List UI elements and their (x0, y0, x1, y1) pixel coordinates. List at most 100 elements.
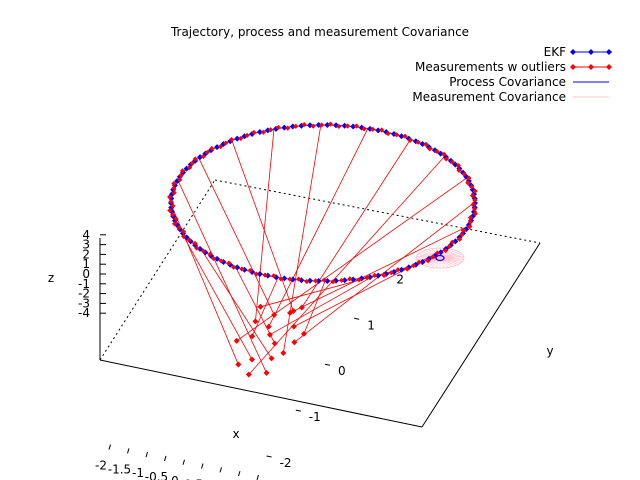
measurement-point (262, 272, 268, 278)
measurement-point (167, 194, 173, 200)
measurement-point (381, 272, 387, 279)
measurement-point (176, 225, 182, 231)
z-tick-label: -1 (78, 277, 90, 291)
outlier-point (233, 337, 240, 344)
outlier-point (235, 361, 242, 368)
measurement-point (192, 240, 198, 246)
process-covariance-ellipse (435, 254, 445, 262)
y-tick-label: 0 (338, 364, 346, 378)
measurement-point (461, 171, 467, 177)
measurement-point (209, 145, 215, 152)
process-covariance-outline (435, 254, 445, 262)
ekf-point (341, 122, 348, 129)
x-tick-mark (127, 448, 130, 454)
measurement-covariance-ray (439, 257, 453, 267)
measurement-point (427, 146, 433, 152)
y-tick-mark (324, 363, 331, 366)
outlier-line (200, 249, 272, 359)
measurement-point (347, 276, 353, 282)
measurement-point (177, 177, 183, 183)
x-tick-mark (182, 459, 185, 465)
measurement-point (321, 277, 327, 283)
x-tick-mark (145, 452, 148, 458)
measurement-point (278, 276, 284, 282)
measurement-point (467, 215, 474, 221)
measurement-covariance-ray (424, 250, 441, 259)
outlier-point (268, 355, 275, 362)
ekf-point (315, 277, 322, 284)
measurement-point (379, 127, 385, 133)
measurement-covariance-ray (439, 257, 445, 268)
ekf-point (341, 277, 348, 284)
measurement-point (434, 148, 440, 155)
measurement-point (449, 159, 456, 165)
measurement-covariance-ray (439, 250, 456, 259)
measurement-point (260, 129, 266, 135)
measurement-point (472, 188, 478, 194)
x-tick-label: 0 (171, 474, 179, 480)
measurement-point (415, 139, 421, 145)
measurement-point (470, 201, 476, 208)
measurement-point (223, 140, 229, 146)
measurement-point (459, 232, 465, 238)
outlier-point (290, 323, 297, 330)
x-tick-label: -0.5 (145, 470, 168, 480)
ekf-point (281, 124, 288, 131)
ekf-point (375, 127, 382, 134)
measurement-covariance-ray (435, 257, 441, 268)
y-tick-label: -1 (309, 410, 321, 424)
x-tick-label: -1.5 (108, 462, 131, 476)
legend-marker (570, 64, 576, 70)
measurement-point (466, 175, 472, 181)
outlier-line (268, 128, 369, 327)
measurement-point (168, 198, 174, 205)
measurement-point (434, 250, 440, 256)
legend-entry-process-covariance: Process Covariance (449, 75, 566, 89)
outlier-point (252, 318, 259, 325)
ekf-point (214, 144, 221, 151)
x-tick-mark (219, 467, 222, 473)
measurement-point (186, 237, 192, 243)
measurement-point (226, 260, 232, 266)
measurement-point (211, 255, 217, 262)
measurement-point (449, 239, 455, 245)
outlier-point (266, 331, 273, 338)
measurement-point (443, 248, 449, 254)
ekf-point (398, 133, 405, 140)
measurement-point (244, 132, 250, 139)
ekf-point (214, 255, 221, 262)
measurement-point (231, 264, 237, 270)
measurement-point (304, 278, 310, 285)
outlier-line (260, 265, 415, 308)
measurement-point (472, 210, 479, 217)
legend-marker (606, 49, 612, 55)
measurement-point (170, 203, 176, 209)
measurement-point (268, 127, 274, 133)
z-tick-label: -2 (78, 287, 90, 301)
measurement-covariance-ray (427, 249, 441, 259)
outlier-point (271, 311, 278, 318)
measurement-point (171, 221, 178, 227)
measurement-point (313, 278, 319, 284)
ekf-point (289, 276, 296, 283)
measurement-covariance-ray (431, 257, 441, 268)
measurement-point (469, 193, 476, 199)
measurement-point (327, 121, 334, 127)
measurement-point (310, 123, 316, 129)
measurement-point (228, 136, 235, 143)
legend-entry-measurements: Measurements w outliers (415, 60, 566, 74)
measurement-point (441, 151, 447, 157)
outlier-line (198, 157, 275, 315)
measurement-point (204, 149, 210, 156)
y-tick-mark (295, 409, 301, 412)
measurement-point (247, 267, 253, 274)
measurement-point (402, 133, 408, 139)
chart-title: Trajectory, process and measurement Cova… (170, 25, 469, 39)
y-tick-label: -2 (280, 456, 292, 470)
measurement-point (460, 227, 467, 233)
ekf-point (256, 129, 263, 136)
outlier-point (291, 339, 298, 346)
ekf-point (281, 275, 288, 282)
x-ticks: -2-1.5-1-0.500.511.52 (95, 444, 259, 480)
